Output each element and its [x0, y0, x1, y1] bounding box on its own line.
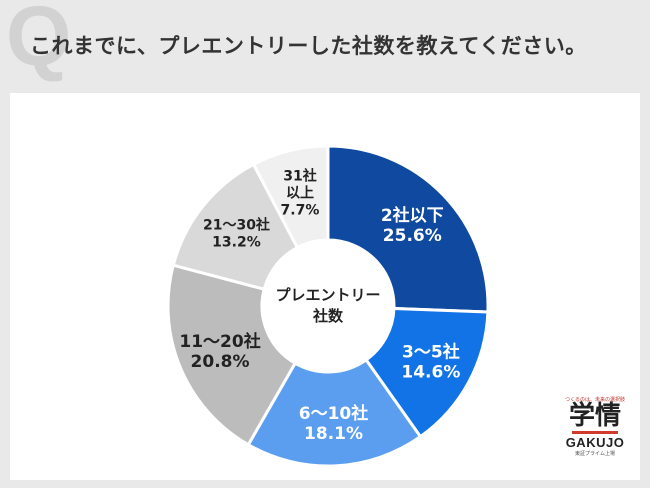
slice-1 — [364, 306, 490, 439]
slice-3 — [166, 263, 298, 447]
slice-2 — [246, 357, 423, 468]
question-title: これまでに、プレエントリーした社数を教えてください。 — [30, 34, 587, 58]
slice-value-5: 7.7% — [281, 202, 320, 218]
slice-label-1: 3～5社 14.6% — [401, 342, 460, 383]
slice-value-4: 13.2% — [212, 235, 261, 251]
gakujo-logo: つくるのは、未来の選択肢 学情 GAKUJO 東証プライム上場 — [556, 396, 634, 457]
slice-value-3: 20.8% — [191, 352, 250, 372]
slices-group — [166, 144, 490, 468]
slice-category-0: 2社以下 — [381, 205, 444, 226]
slice-category-4: 21～30社 — [203, 217, 270, 234]
slice-label-4: 21～30社 13.2% — [203, 217, 270, 251]
logo-bar — [572, 431, 618, 435]
slice-category-5: 31社 — [283, 167, 316, 184]
slice-label-3: 11～20社 20.8% — [179, 331, 260, 372]
slice-category-1: 3～5社 — [402, 342, 460, 363]
slice-0 — [326, 144, 490, 314]
labels-group: 2社以下 25.6%3～5社 14.6%6～10社 18.1%11～20社 20.8%2… — [179, 167, 460, 444]
slice-5 — [251, 144, 330, 250]
slice-label-0: 2社以下 25.6% — [381, 205, 444, 246]
chart-card: 2社以下 25.6% 3～5社 14.6% 6～10社 18.1% 11～20社 20.8% 2… — [10, 93, 640, 480]
slice-label-2: 6～10社 18.1% — [299, 403, 369, 444]
center-label-line: プレエントリー — [275, 286, 380, 304]
slice-value-1: 14.6% — [401, 363, 460, 383]
slice-value-0: 25.6% — [383, 226, 442, 246]
logo-sub: 東証プライム上場 — [575, 451, 615, 458]
logo-tagline: つくるのは、未来の選択肢 — [565, 397, 625, 403]
center-label: プレエントリー社数 — [275, 286, 380, 325]
center-label-line: 社数 — [312, 307, 344, 325]
slice-label-5: 31社以上 7.7% — [281, 167, 320, 218]
slice-category-5: 以上 — [286, 185, 314, 201]
center-label-group: プレエントリー社数 — [275, 286, 380, 325]
slice-value-2: 18.1% — [304, 424, 363, 444]
slice-category-2: 6～10社 — [299, 403, 369, 424]
donut-chart: 2社以下 25.6%3～5社 14.6%6～10社 18.1%11～20社 20.8%2… — [166, 144, 490, 468]
logo-kanji: 学情 — [568, 401, 621, 431]
q-mark: Q — [6, 0, 72, 83]
slice-category-3: 11～20社 — [179, 331, 260, 352]
logo-roman: GAKUJO — [565, 435, 625, 451]
